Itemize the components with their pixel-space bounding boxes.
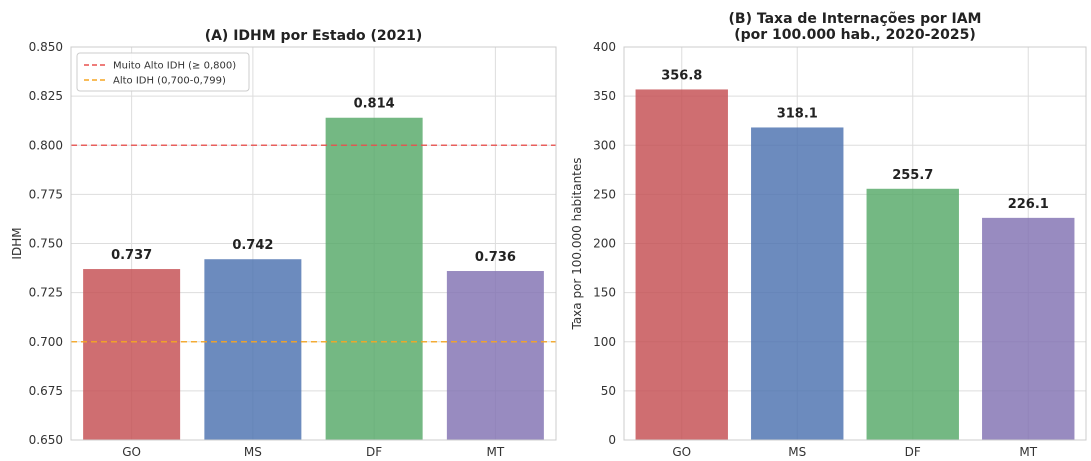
value-label-go: 0.737 <box>111 248 152 263</box>
value-label-go: 356.8 <box>661 68 702 83</box>
y-axis-label: IDHM <box>10 227 24 259</box>
y-tick-label: 0.675 <box>29 384 63 398</box>
bar-mt <box>982 217 1075 440</box>
bar-go <box>635 89 728 440</box>
x-tick-label-df: DF <box>366 445 382 459</box>
y-tick-label: 100 <box>593 335 616 349</box>
legend-item-label: Alto IDH (0,700-0,799) <box>113 76 226 87</box>
bar-go <box>83 269 181 440</box>
x-tick-label-ms: MS <box>244 445 262 459</box>
chart-title: (B) Taxa de Internações por IAM <box>729 11 982 27</box>
plot-frame <box>70 46 557 441</box>
y-tick-label: 0.825 <box>29 89 63 103</box>
x-tick-label-go: GO <box>122 445 141 459</box>
x-tick-label-mt: MT <box>487 445 505 459</box>
value-label-df: 255.7 <box>892 168 933 183</box>
y-axis-label: Taxa por 100.000 habitantes <box>570 157 584 330</box>
y-tick-label: 150 <box>593 286 616 300</box>
y-tick-label: 0.775 <box>29 187 63 201</box>
plot-frame <box>623 46 1087 441</box>
y-tick-label: 0.750 <box>29 237 63 251</box>
chart-a: 0.650 0.675 0.700 0.725 0.750 0.775 0.800 0.825… <box>10 28 557 459</box>
value-label-ms: 318.1 <box>777 106 818 121</box>
y-tick-label: 0.650 <box>29 433 63 447</box>
value-label-df: 0.814 <box>354 97 395 112</box>
bar-ms <box>204 259 302 440</box>
y-tick-label: 0 <box>608 433 616 447</box>
chart-subtitle: (por 100.000 hab., 2020-2025) <box>734 27 976 43</box>
y-tick-label: 0.725 <box>29 286 63 300</box>
bar-mt <box>446 271 544 440</box>
bar-ms <box>751 127 844 441</box>
value-label-mt: 226.1 <box>1008 197 1049 212</box>
y-tick-label: 300 <box>593 138 616 152</box>
x-tick-label-df: DF <box>905 445 921 459</box>
y-tick-label: 350 <box>593 89 616 103</box>
legend-item-label: Muito Alto IDH (≥ 0,800) <box>113 61 236 72</box>
bar-df <box>325 117 423 441</box>
legend <box>76 52 250 92</box>
x-tick-label-mt: MT <box>1019 445 1037 459</box>
x-tick-label-ms: MS <box>788 445 806 459</box>
chart-b: 0 50 100 150 200 250 300 350 400 356.8 GO 318.1 MS 25… <box>570 11 1087 459</box>
y-tick-label: 400 <box>593 40 616 54</box>
bar-df <box>866 188 959 440</box>
y-tick-label: 200 <box>593 237 616 251</box>
y-tick-label: 250 <box>593 187 616 201</box>
x-tick-label-go: GO <box>672 445 691 459</box>
value-label-mt: 0.736 <box>475 250 516 265</box>
y-tick-label: 50 <box>601 384 616 398</box>
y-tick-label: 0.850 <box>29 40 63 54</box>
chart-title: (A) IDHM por Estado (2021) <box>205 28 423 44</box>
y-tick-label: 0.800 <box>29 138 63 152</box>
y-tick-label: 0.700 <box>29 335 63 349</box>
value-label-ms: 0.742 <box>232 238 273 253</box>
